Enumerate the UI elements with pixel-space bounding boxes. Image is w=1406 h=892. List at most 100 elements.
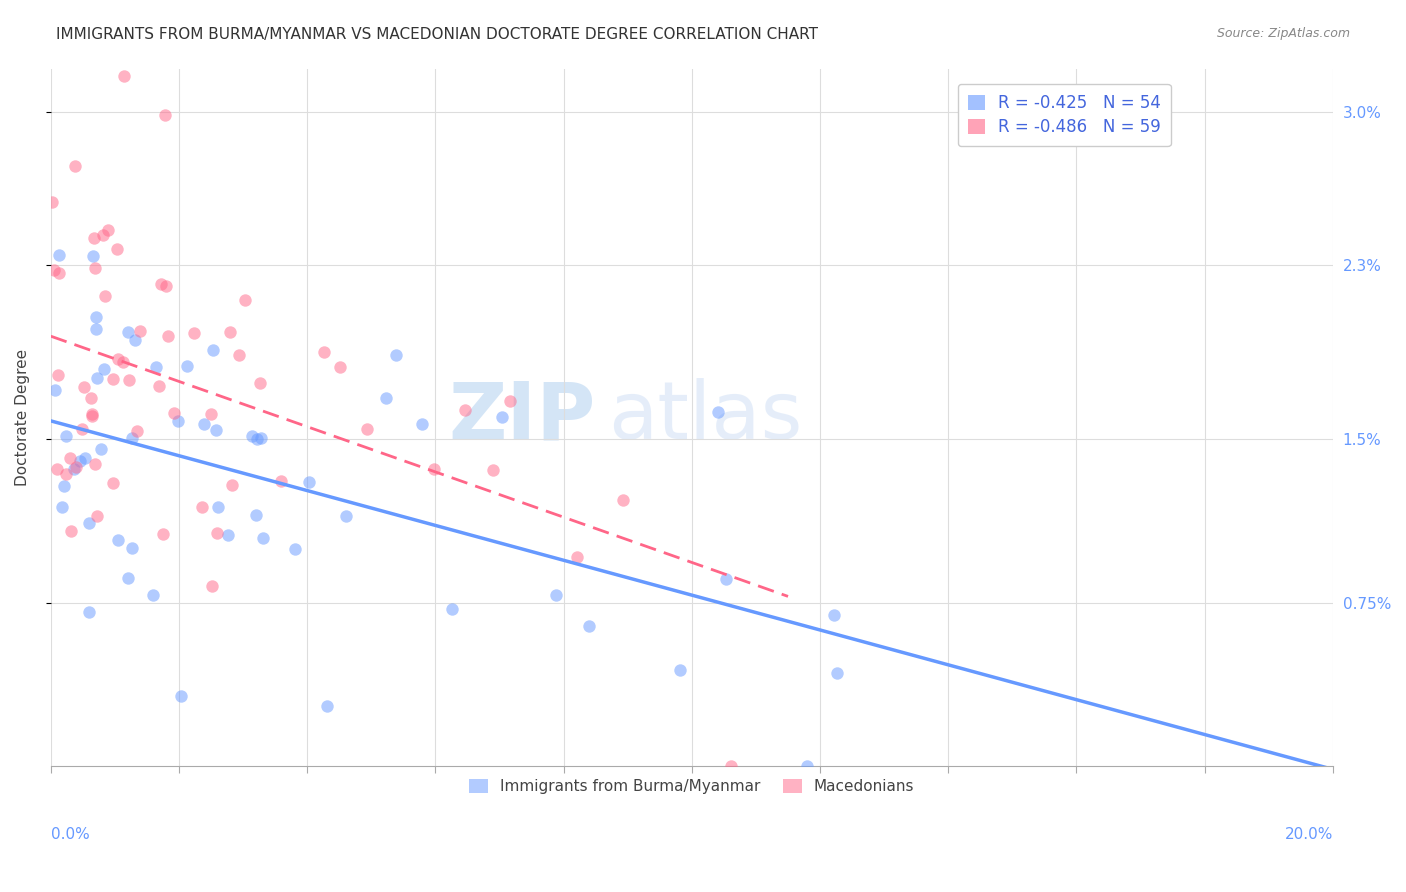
Point (565, 550, 588, 565)
Point (42, 263, 65, 277)
Point (228, 348, 250, 362)
Point (193, 417, 215, 432)
Point (82, 249, 104, 263)
Point (714, 572, 737, 586)
Point (204, 424, 226, 438)
Point (207, 500, 229, 514)
Point (121, 431, 143, 445)
Point (796, 759, 818, 773)
Point (69, 454, 91, 468)
Point (312, 345, 335, 359)
Point (80, 391, 103, 405)
Text: atlas: atlas (609, 378, 803, 457)
Point (329, 359, 352, 374)
Point (245, 508, 267, 523)
Point (205, 525, 228, 540)
Point (720, 759, 742, 773)
Point (90, 442, 112, 456)
Point (707, 404, 730, 418)
Y-axis label: Doctorate Degree: Doctorate Degree (15, 349, 30, 486)
Point (63, 159, 86, 173)
Point (48, 247, 70, 261)
Point (612, 492, 634, 507)
Point (218, 325, 240, 339)
Point (578, 618, 600, 632)
Point (118, 373, 141, 387)
Point (422, 462, 444, 476)
Point (150, 277, 173, 291)
Point (112, 69, 135, 83)
Point (59, 451, 82, 466)
Point (148, 379, 170, 393)
Point (77, 606, 100, 620)
Point (53, 478, 76, 492)
Point (73, 451, 96, 466)
Point (454, 403, 477, 417)
Point (45, 462, 67, 476)
Point (77, 516, 100, 530)
Point (84, 310, 107, 324)
Point (97, 223, 120, 237)
Point (440, 602, 463, 616)
Point (129, 325, 152, 339)
Point (246, 432, 269, 446)
Point (335, 509, 357, 524)
Point (70, 422, 93, 436)
Point (117, 571, 139, 585)
Point (127, 424, 149, 438)
Point (91, 227, 114, 242)
Point (93, 289, 115, 303)
Point (41, 195, 63, 210)
Point (385, 347, 408, 361)
Point (235, 293, 257, 307)
Point (824, 607, 846, 622)
Point (46, 368, 69, 382)
Point (283, 541, 305, 556)
Text: Source: ZipAtlas.com: Source: ZipAtlas.com (1216, 27, 1350, 40)
Point (298, 475, 321, 490)
Point (411, 417, 433, 432)
Point (482, 463, 505, 477)
Text: 20.0%: 20.0% (1285, 827, 1333, 842)
Point (86, 371, 108, 385)
Point (63, 462, 86, 476)
Point (170, 689, 193, 703)
Text: ZIP: ZIP (449, 378, 596, 457)
Point (48, 266, 70, 280)
Point (825, 665, 848, 680)
Point (80, 407, 103, 421)
Point (491, 409, 513, 424)
Point (190, 500, 212, 514)
Point (73, 380, 96, 394)
Point (155, 108, 177, 122)
Point (176, 359, 198, 373)
Point (83, 261, 105, 276)
Point (121, 541, 143, 555)
Point (201, 579, 224, 593)
Point (157, 329, 180, 343)
Point (55, 428, 77, 442)
Point (124, 334, 146, 348)
Point (93, 361, 115, 376)
Point (221, 478, 243, 492)
Point (107, 533, 129, 548)
Point (166, 414, 188, 428)
Text: IMMIGRANTS FROM BURMA/MYANMAR VS MACEDONIAN DOCTORATE DEGREE CORRELATION CHART: IMMIGRANTS FROM BURMA/MYANMAR VS MACEDON… (56, 27, 818, 42)
Point (270, 474, 292, 488)
Point (201, 343, 224, 357)
Point (145, 359, 167, 374)
Text: 0.0%: 0.0% (51, 827, 90, 842)
Point (44, 384, 66, 398)
Point (83, 230, 105, 244)
Point (669, 664, 692, 678)
Point (163, 406, 186, 420)
Point (498, 393, 520, 408)
Point (316, 699, 339, 714)
Point (51, 500, 73, 514)
Point (117, 325, 139, 339)
Point (546, 588, 568, 602)
Point (107, 352, 129, 367)
Point (55, 467, 77, 482)
Point (105, 242, 128, 256)
Point (356, 422, 378, 436)
